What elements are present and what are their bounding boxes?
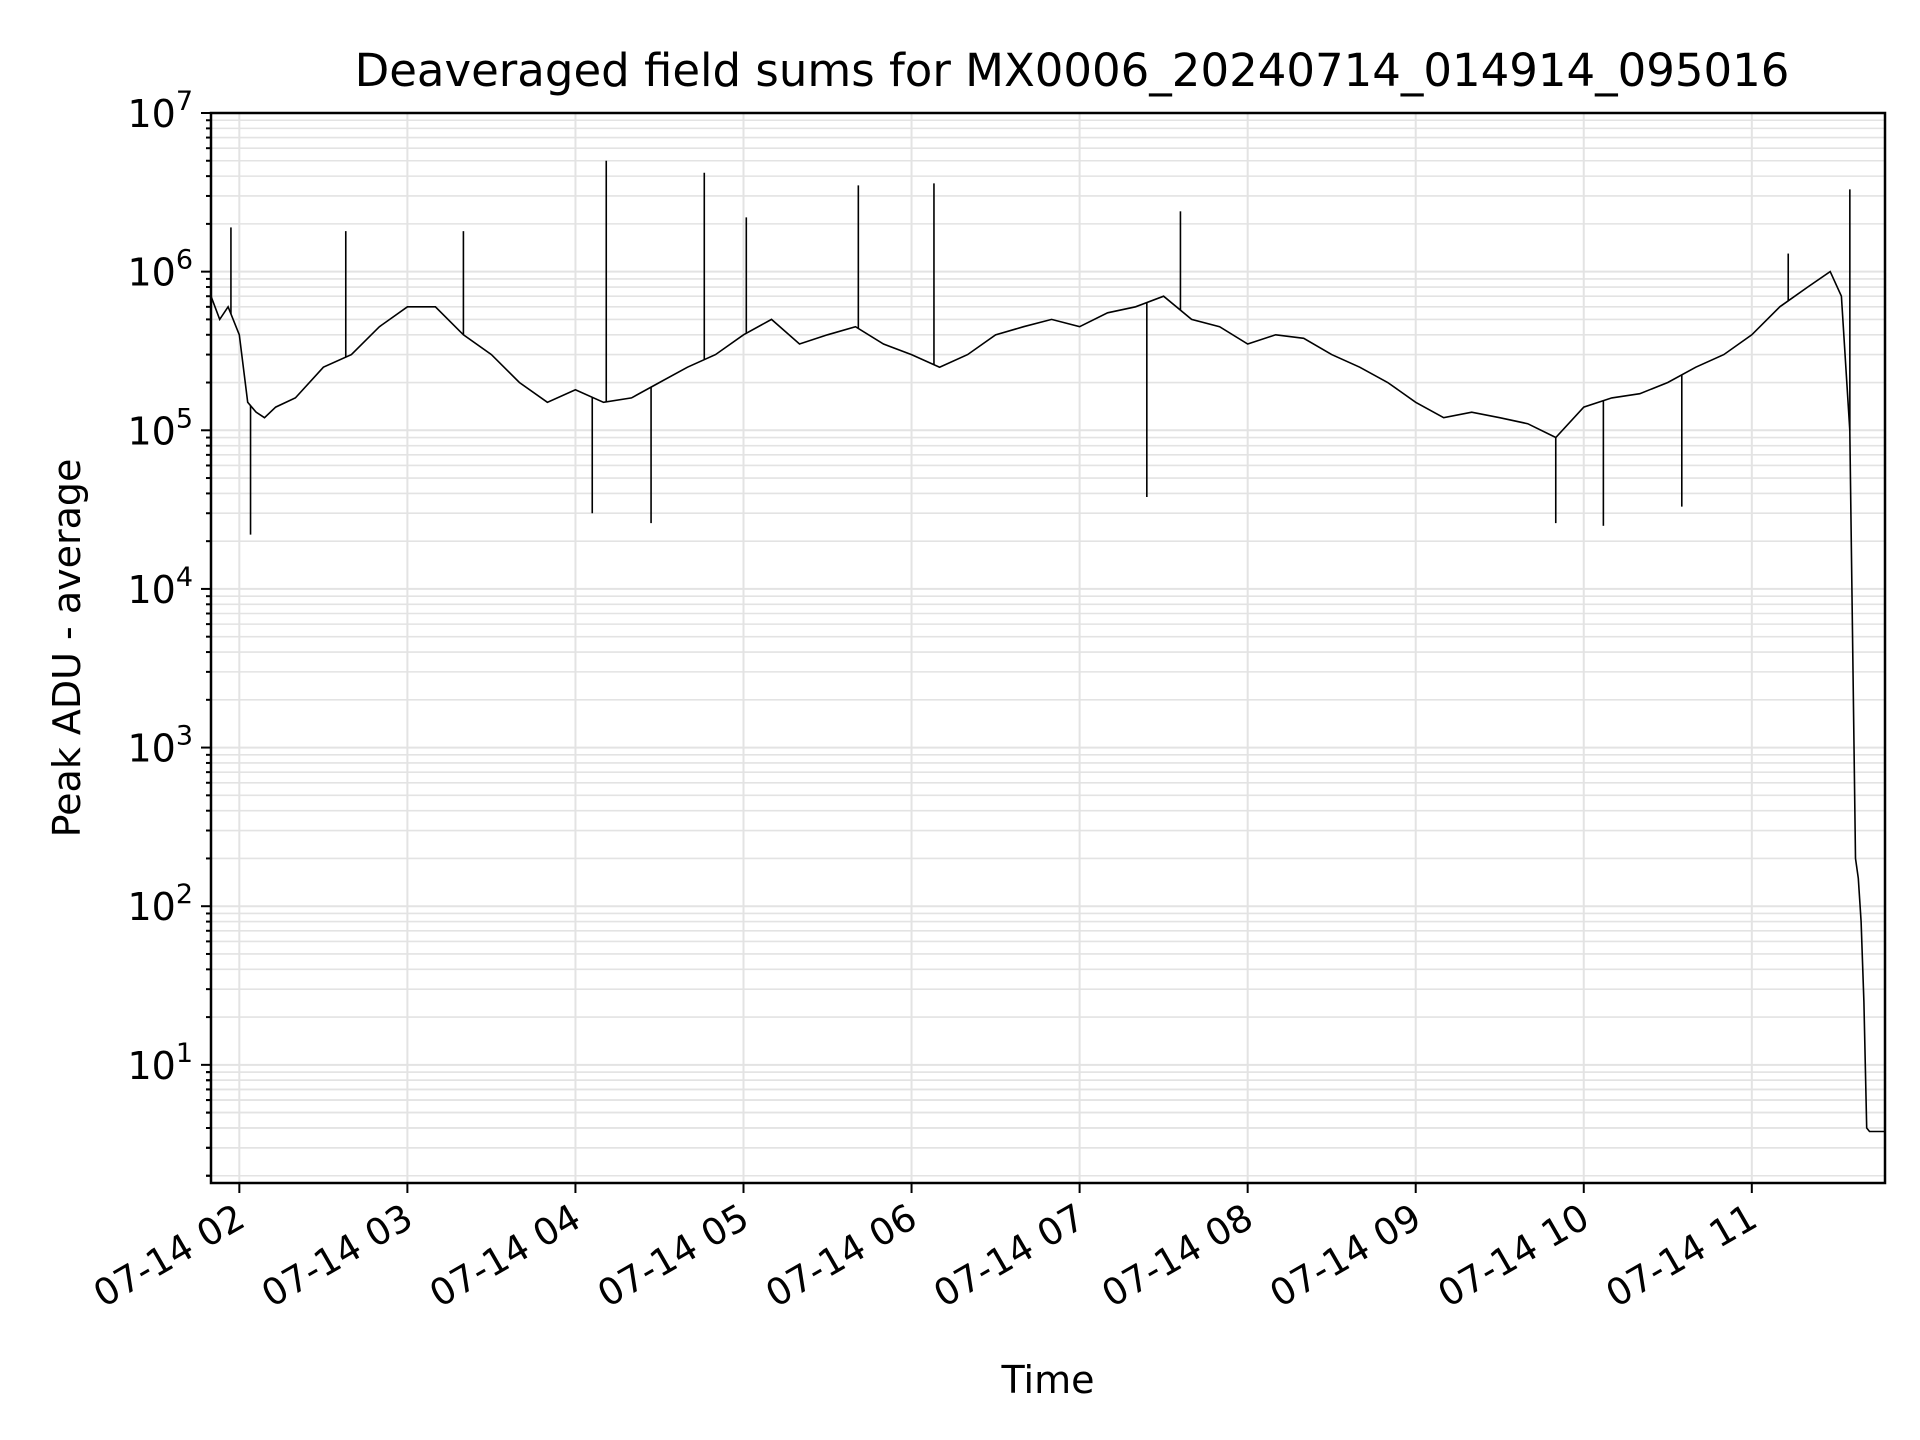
grid (211, 112, 1885, 1183)
x-axis-label: Time (1001, 1358, 1095, 1402)
axes-frame (209, 111, 1887, 1185)
series-line (210, 270, 1885, 1133)
plot-area (210, 160, 1885, 1133)
y-tick-label: 106 (127, 245, 193, 295)
y-tick-label: 101 (127, 1038, 193, 1088)
y-axis-label: Peak ADU - average (45, 459, 89, 838)
y-tick-label: 105 (127, 403, 193, 453)
y-tick-label: 107 (127, 86, 193, 136)
y-tick-label: 104 (127, 562, 193, 612)
y-tick-label: 102 (127, 879, 193, 929)
y-axis: 101 102 103 104 105 106 107 (127, 86, 211, 1177)
chart-title: Deaveraged field sums for MX0006_2024071… (355, 44, 1790, 97)
y-tick-label: 103 (127, 721, 193, 771)
